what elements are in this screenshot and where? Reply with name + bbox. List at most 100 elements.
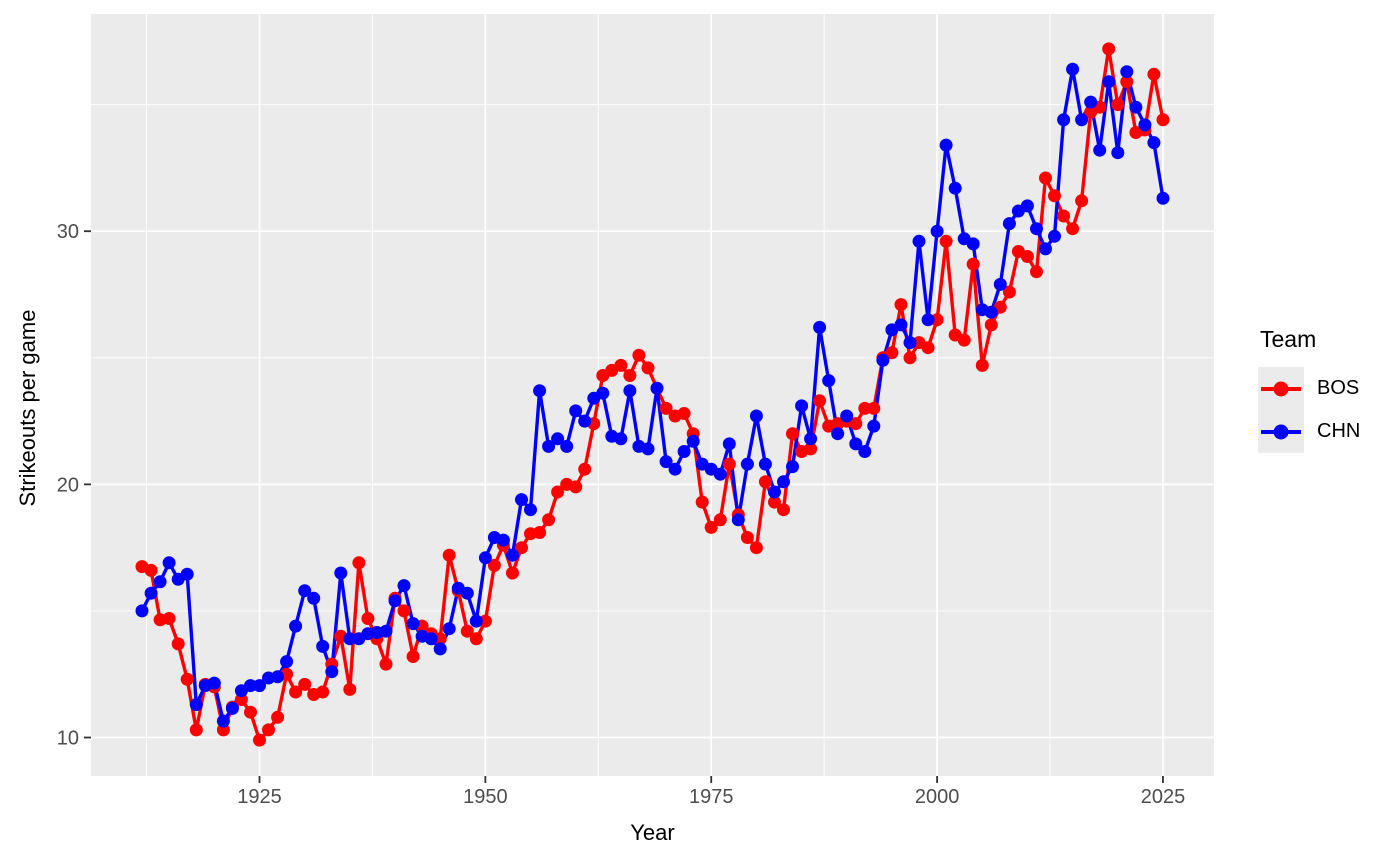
data-point [939,138,953,152]
data-point [722,457,736,471]
data-point [1111,146,1125,160]
legend-point-icon [1273,381,1289,396]
data-point [1156,113,1170,127]
series-points-chn [135,62,1170,728]
y-axis-title-text: Strikeouts per game [15,309,40,507]
data-point [930,313,944,327]
data-point [1030,265,1043,279]
data-point [162,556,176,570]
y-tick-label: 20 [57,474,79,496]
data-point [244,705,257,719]
data-point [849,437,863,451]
data-point [298,677,312,691]
data-point [596,386,610,400]
data-point [397,579,411,593]
data-point [207,676,221,690]
data-point [388,594,402,608]
data-point [533,384,547,398]
data-point [831,427,845,441]
y-axis-tick-labels: 10 20 30 [57,221,79,749]
x-tick-label: 1950 [463,786,508,808]
data-point [885,346,899,360]
data-point [948,181,962,195]
data-point [632,348,646,362]
data-point [894,298,908,312]
data-point [271,670,285,684]
legend-title: Team [1260,326,1317,352]
x-tick-label: 1925 [237,786,282,808]
x-axis-title: Year [91,820,1214,846]
series-points-bos [135,42,1170,747]
data-point [813,394,827,408]
data-point [849,417,863,431]
data-point [244,679,257,693]
data-point [713,467,727,481]
x-axis-title-text: Year [630,820,675,845]
data-point [515,541,528,555]
data-point [515,493,528,507]
data-point [614,432,628,446]
data-point [379,624,393,638]
data-point [289,619,303,633]
data-point [623,369,637,382]
data-point [496,533,510,547]
data-point [469,632,483,646]
data-point [1120,65,1134,79]
data-point [858,401,872,415]
data-point [813,320,827,334]
data-point [478,614,492,628]
data-point [189,723,203,737]
data-point [1129,100,1143,114]
data-point [840,409,854,423]
data-point [352,556,366,570]
data-point [506,548,519,562]
x-tick-label: 2025 [1141,786,1186,808]
data-point [786,427,799,441]
data-point [867,419,881,433]
data-point [578,414,592,428]
data-point [542,513,556,527]
data-point [1156,191,1170,205]
data-point [397,604,411,618]
legend-key-chn [1258,410,1304,453]
legend-item-chn: CHN [1258,410,1360,453]
data-point [786,460,799,474]
data-point [1084,95,1098,109]
data-point [641,442,655,456]
data-point [343,632,357,646]
data-point [722,437,736,451]
y-axis-title: Strikeouts per game [15,310,41,507]
data-point [216,714,230,728]
data-point [442,548,456,562]
data-point [253,679,266,693]
data-point [551,432,565,446]
data-point [1075,194,1089,208]
data-point [506,566,519,580]
data-point [822,374,836,388]
data-point [686,434,700,448]
data-point [1093,143,1107,157]
data-point [749,409,763,423]
data-point [713,513,727,527]
data-point [930,224,944,238]
legend: Team BOS CHN [1258,326,1360,453]
data-point [975,358,989,372]
data-point [433,632,447,646]
data-point [1002,285,1016,299]
data-point [578,462,592,476]
legend-item-bos: BOS [1258,367,1360,410]
legend-label-chn: CHN [1317,420,1361,442]
data-point [758,475,772,489]
data-point [1138,118,1152,132]
data-point [1002,217,1016,231]
data-point [966,237,980,251]
data-point [460,586,474,600]
data-point [677,445,691,458]
data-point [171,637,185,651]
x-tick-label: 1975 [689,786,734,808]
data-point [677,407,691,420]
data-point [614,358,628,372]
data-point [135,604,149,618]
data-point [1066,62,1080,76]
